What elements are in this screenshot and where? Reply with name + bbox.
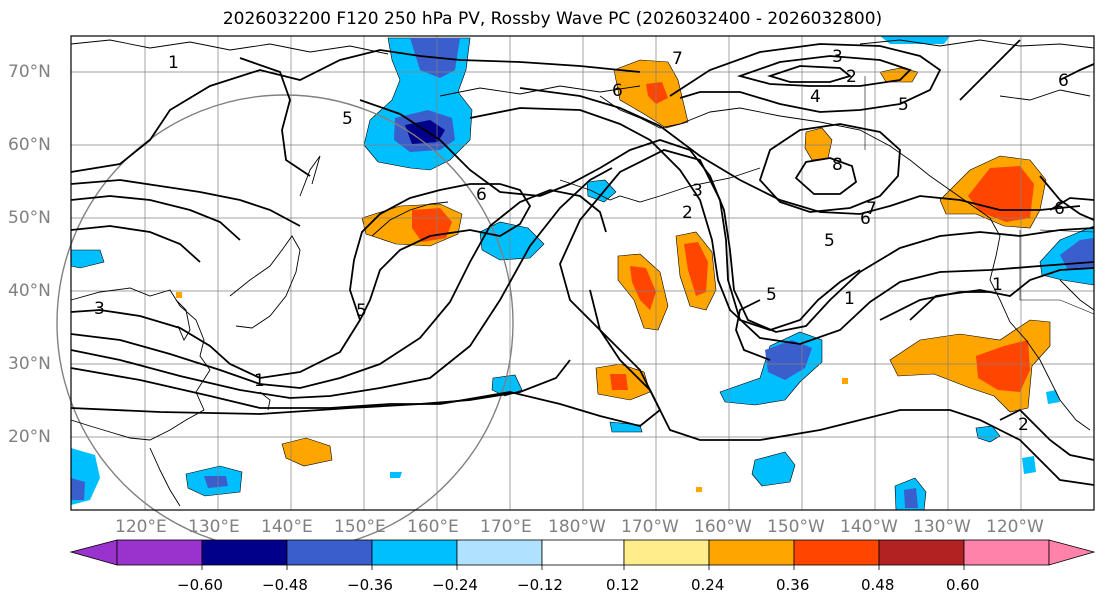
- contour-label: 1: [254, 371, 265, 391]
- lat-label: 30°N: [8, 354, 51, 374]
- contour-label: 1: [168, 53, 179, 73]
- colorbar-tick-label: 0.48: [861, 576, 895, 594]
- pv-contours: [70, 39, 1095, 486]
- colorbar-bin: [541, 539, 625, 566]
- shade-red-east: [968, 166, 1034, 222]
- lon-label: 170°W: [621, 517, 679, 537]
- colorbar-bin: [286, 539, 373, 566]
- colorbar-tick-label: −0.12: [517, 576, 563, 594]
- shade-red-160w: [684, 242, 708, 296]
- colorbar-bin: [371, 539, 458, 566]
- lon-label: 160°W: [694, 517, 752, 537]
- contour-label: 3: [692, 181, 703, 201]
- lon-label: 170°E: [480, 517, 532, 537]
- lon-label: 140°W: [840, 517, 898, 537]
- colorbar-bin: [793, 539, 880, 566]
- shade-orange-korea: [176, 292, 182, 298]
- contour-label: 6: [476, 185, 487, 205]
- colorbar-tick-label: 0.24: [691, 576, 725, 594]
- positive-anomaly-shading: [176, 59, 1051, 492]
- contour-label: 2: [846, 67, 857, 87]
- contour-label: 4: [810, 87, 821, 107]
- lon-label: 140°E: [261, 517, 313, 537]
- lat-label: 40°N: [8, 281, 51, 301]
- contour-label: 6: [1058, 71, 1069, 91]
- colorbar-tick-label: 0.60: [946, 576, 980, 594]
- lon-label: 160°E: [407, 517, 459, 537]
- shade-darkblue-150w: [765, 340, 812, 380]
- contour-label: 7: [866, 199, 877, 219]
- contour-label: 5: [342, 109, 353, 129]
- colorbar-bin: [201, 539, 288, 566]
- contour-label: 6: [1054, 199, 1065, 219]
- lon-label: 130°W: [913, 517, 971, 537]
- contour-label: 1: [992, 275, 1003, 295]
- contour-label: 5: [766, 285, 777, 305]
- map-plot-area: [71, 36, 1094, 510]
- contour-label: 3: [94, 299, 105, 319]
- colorbar-bin: [878, 539, 965, 566]
- shade-blue-small-6: [1022, 456, 1036, 474]
- lon-label: 130°E: [188, 517, 240, 537]
- contour-label: 1: [844, 289, 855, 309]
- borders: [864, 76, 1095, 315]
- shade-blue-small-7: [390, 472, 402, 478]
- contour-label: 2: [1018, 415, 1029, 435]
- colorbar-bin: [708, 539, 795, 566]
- shade-darkblue-southwest: [204, 476, 228, 488]
- shade-red-170w: [630, 266, 656, 310]
- shade-navy-core: [405, 120, 445, 144]
- colorbar-bin: [116, 539, 203, 566]
- lon-label: 180°W: [548, 517, 606, 537]
- contour-label: 3: [832, 47, 843, 67]
- lat-label: 70°N: [8, 62, 51, 82]
- shade-blue-south-1: [751, 451, 796, 487]
- contour-label: 2: [682, 203, 693, 223]
- map-title: 2026032200 F120 250 hPa PV, Rossby Wave …: [222, 9, 883, 29]
- lat-label: 20°N: [8, 427, 51, 447]
- contour-label: 6: [860, 209, 871, 229]
- coastlines: [70, 39, 1095, 507]
- shade-yellow-dot-2: [696, 487, 702, 492]
- contour-label: 6: [612, 81, 623, 101]
- contour-label: 7: [672, 49, 683, 69]
- colorbar-ticks: [201, 565, 965, 570]
- shade-red-north-170w: [646, 82, 668, 104]
- contour-label: 5: [824, 231, 835, 251]
- colorbar-tick-label: −0.36: [347, 576, 393, 594]
- lon-label: 150°E: [334, 517, 386, 537]
- shade-orange-20n: [281, 437, 333, 467]
- colorbar-extend-left: [69, 539, 118, 566]
- lon-label: 120°E: [115, 517, 167, 537]
- colorbar-tick-label: 0.36: [776, 576, 810, 594]
- colorbar-extend-right: [1048, 539, 1096, 566]
- lon-label: 120°W: [986, 517, 1044, 537]
- lat-label: 60°N: [8, 135, 51, 155]
- shade-red-30n-small: [610, 374, 628, 390]
- lat-label: 50°N: [8, 208, 51, 228]
- shade-yellow-dot-1: [842, 378, 848, 384]
- contour-label: 5: [356, 301, 367, 321]
- colorbar-bin: [623, 539, 710, 566]
- shade-blue-small-4: [975, 425, 1001, 443]
- shade-blue-top-right: [880, 36, 950, 44]
- map-frame: [70, 35, 1095, 511]
- colorbar: [69, 539, 1096, 570]
- shade-darkblue-south-2: [904, 488, 918, 508]
- colorbar-tick-label: 0.12: [606, 576, 640, 594]
- colorbar-bin: [963, 539, 1050, 566]
- colorbar-tick-label: −0.60: [177, 576, 223, 594]
- lon-label: 150°W: [767, 517, 825, 537]
- contour-label: 5: [898, 95, 909, 115]
- shade-red-southeast: [976, 340, 1030, 392]
- shade-darkblue-left-edge: [71, 478, 85, 500]
- colorbar-bin: [456, 539, 543, 566]
- colorbar-tick-label: −0.24: [432, 576, 478, 594]
- colorbar-tick-label: −0.48: [262, 576, 308, 594]
- contour-label-group: 1 3 1 5 5 6 2 3 7 3 2 4 5 8 7 6 5 5 1 1 …: [94, 47, 1069, 435]
- contour-label: 8: [832, 155, 843, 175]
